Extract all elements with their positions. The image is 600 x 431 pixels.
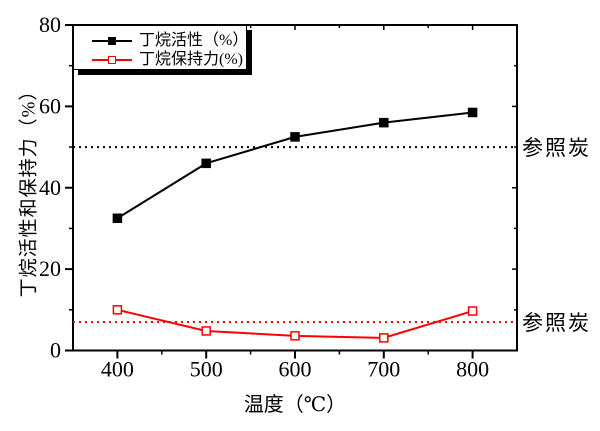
- legend: 丁烷活性（%） 丁烷保持力(%): [73, 25, 249, 70]
- x-tick-label: 700: [367, 357, 400, 382]
- x-tick-label: 600: [279, 357, 312, 382]
- reference-annotation-lower: 参照炭: [522, 311, 591, 336]
- y-tick-label: 60: [39, 93, 61, 118]
- y-tick-label: 80: [39, 12, 61, 37]
- y-tick-label: 40: [39, 175, 61, 200]
- x-tick-label: 400: [101, 357, 134, 382]
- series-0-marker: [379, 117, 389, 128]
- series-0-marker: [467, 107, 478, 118]
- series-0-line: [116, 111, 473, 220]
- series-1-marker: [112, 305, 123, 315]
- series-1-marker: [379, 333, 389, 343]
- series-0-marker: [201, 158, 211, 169]
- legend-entry: 丁烷保持力(%): [92, 50, 246, 69]
- y-axis-label: 丁烷活性和保持力（%）: [18, 80, 40, 298]
- plot-border: [72, 24, 518, 352]
- y-tick-label: 20: [39, 256, 61, 281]
- legend-entry: 丁烷活性（%）: [92, 31, 249, 50]
- series-1-marker: [290, 331, 300, 341]
- reference-annotation-upper: 参照炭: [522, 136, 591, 161]
- x-tick-label: 800: [456, 357, 489, 382]
- series-0-marker: [112, 213, 123, 224]
- x-axis-label: 温度（℃）: [243, 394, 347, 416]
- open-square-marker-icon: [108, 55, 116, 64]
- legend-sample-line: [92, 55, 132, 64]
- y-tick-label: 0: [50, 338, 61, 363]
- legend-label: 丁烷保持力(%): [139, 51, 243, 68]
- series-0-marker: [290, 132, 300, 142]
- filled-square-marker-icon: [108, 36, 116, 45]
- legend-sample-line: [92, 36, 132, 45]
- series-1-marker: [201, 326, 211, 336]
- x-tick-label: 500: [190, 357, 223, 382]
- series-1-marker: [467, 306, 478, 316]
- legend-label: 丁烷活性（%）: [139, 32, 249, 49]
